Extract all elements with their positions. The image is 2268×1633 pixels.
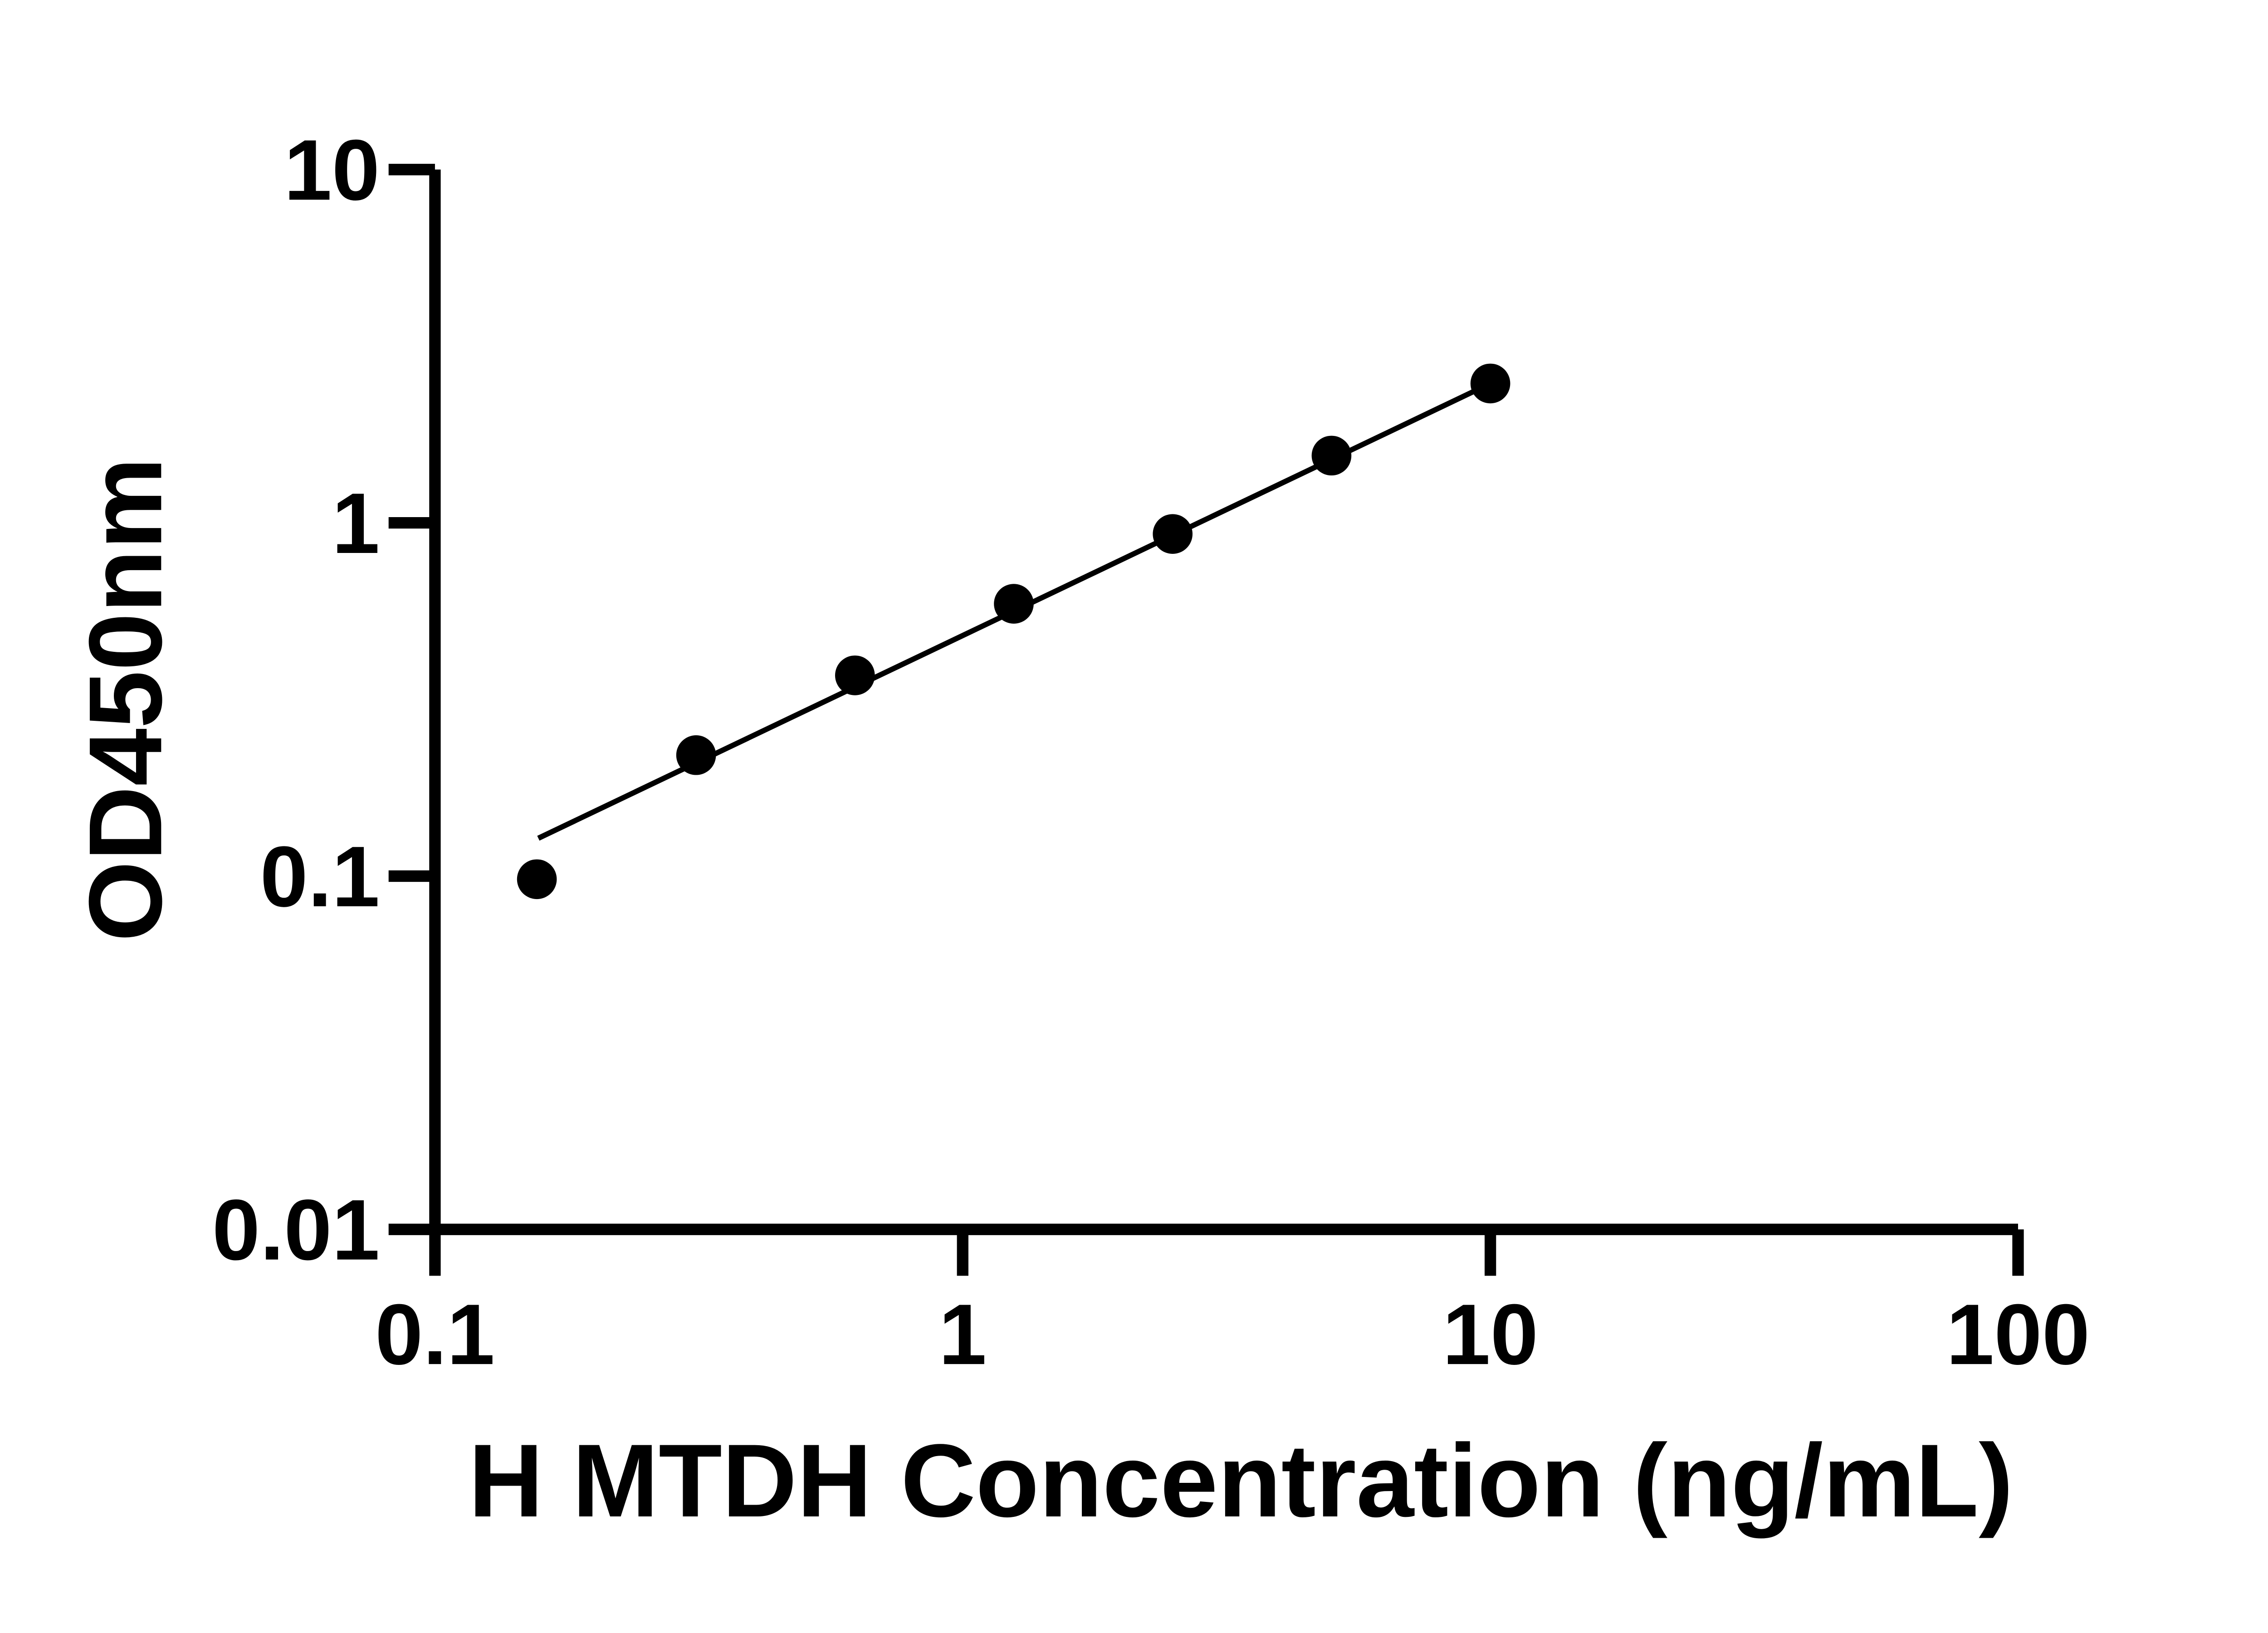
x-axis-tick-label: 0.1 bbox=[375, 1286, 495, 1383]
data-point bbox=[1470, 363, 1510, 404]
data-point bbox=[676, 735, 716, 775]
x-axis-tick-label: 1 bbox=[938, 1286, 987, 1383]
x-axis-tick-label: 10 bbox=[1442, 1286, 1538, 1383]
data-point bbox=[1153, 514, 1193, 554]
x-axis-title: H MTDH Concentration (ng/mL) bbox=[469, 1423, 2014, 1539]
y-axis-tick-label: 0.01 bbox=[212, 1182, 380, 1278]
y-axis-tick-label: 10 bbox=[284, 122, 380, 218]
x-axis-tick-label: 100 bbox=[1946, 1286, 2090, 1383]
y-axis-title: OD450nm bbox=[68, 457, 183, 942]
data-point bbox=[835, 655, 875, 695]
axes-frame bbox=[429, 169, 2018, 1235]
y-axis-tick-label: 0.1 bbox=[260, 829, 380, 925]
data-point bbox=[517, 859, 557, 900]
data-point bbox=[994, 584, 1034, 624]
y-axis-tick-label: 1 bbox=[332, 475, 380, 572]
data-point bbox=[1311, 435, 1352, 476]
